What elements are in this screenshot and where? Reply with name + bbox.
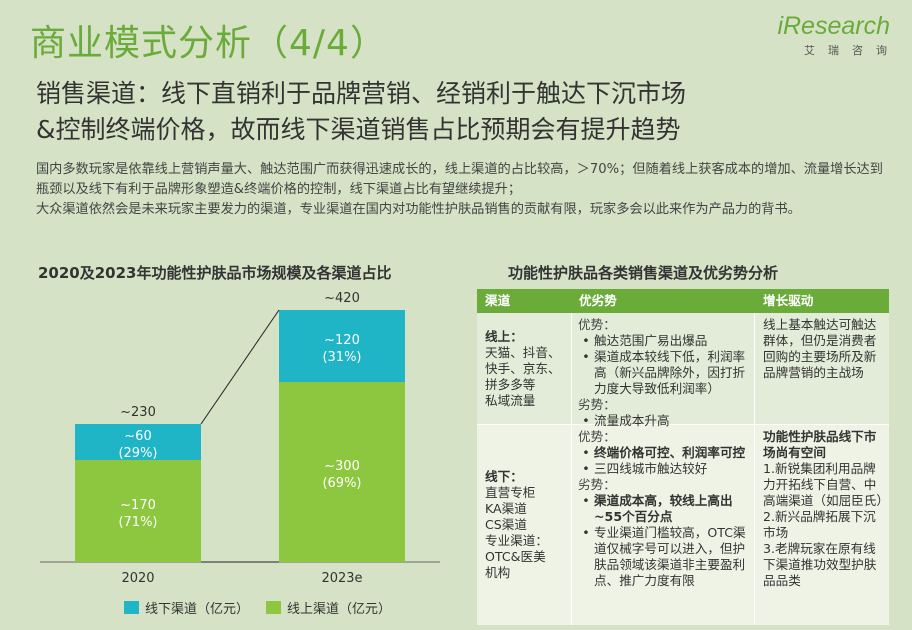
channel-detail: KA渠道 (485, 501, 527, 516)
list-item: • 渠道成本高，较线上高出~55个百分点 (578, 493, 750, 525)
channel-detail: 专业渠道： (485, 533, 548, 548)
bullet-text: 渠道成本高，较线上高出~55个百分点 (594, 493, 733, 524)
bullet-icon: • (582, 349, 590, 364)
bar-online-2023e (279, 382, 405, 562)
bullet-text: 三四线城市触达较好 (594, 461, 708, 476)
legend-label-offline: 线下渠道（亿元） (145, 602, 250, 617)
channel-detail: 私域流量 (485, 392, 536, 408)
channel-detail: 快手、京东、 (485, 360, 561, 376)
channel-cell-online: 线上： 天猫、抖音、 快手、京东、 拼多多等 私域流量 (477, 313, 571, 424)
driver-cell-online: 线上基本触达可触达群体，但仍是消费者回购的主要场所及新品牌营销的主战场 (763, 317, 877, 380)
data-label-offline-share: (29%) (118, 446, 157, 461)
channel-table: 渠道 优劣势 增长驱动 线上： 天猫、抖音、 快手、京东、 拼多多等 私域流量 … (477, 289, 889, 625)
legend-swatch-online (266, 601, 281, 614)
pros-cons-cell-online: 优势： • 触达范围广易出爆品 • 渠道成本较线下低，利润率高（新兴品牌除外，因打折… (571, 313, 755, 428)
bullet-text: 专业渠道门槛较高，OTC渠道仅械字号可以进入，但护肤品领域该渠道非主要盈利点、推… (594, 525, 746, 588)
list-item: • 流量成本升高 (578, 413, 750, 429)
channel-detail: 拼多多等 (485, 376, 536, 392)
driver-title: 功能性护肤品线下市场尚有空间 (763, 429, 877, 460)
disadvantage-label: 劣势： (578, 477, 616, 492)
bullet-icon: • (582, 525, 590, 540)
intro-paragraph-2: 大众渠道依然会是未来玩家主要发力的渠道，专业渠道在国内对功能性护肤品销售的贡献有… (36, 202, 801, 217)
headline: 销售渠道：线下直销利于品牌营销、经销利于触达下沉市场 &控制终端价格，故而线下渠… (36, 76, 896, 148)
advantage-label: 优势： (578, 429, 616, 444)
bar-offline-2023e (279, 310, 405, 382)
pros-cons-cell-offline: 优势： • 终端价格可控、利润率可控 • 三四线城市触达较好 劣势： • 渠道成本高，… (571, 425, 755, 625)
brand-logo-text: iResearch (777, 12, 890, 40)
list-item: • 专业渠道门槛较高，OTC渠道仅械字号可以进入，但护肤品领域该渠道非主要盈利点、… (578, 525, 750, 589)
data-label-offline-value: ~60 (124, 429, 151, 444)
legend-swatch-offline (124, 601, 139, 614)
brand-logo: iResearch 艾瑞咨询 (777, 12, 890, 59)
bullet-text: 终端价格可控、利润率可控 (594, 445, 746, 460)
channel-cell-offline: 线下： 直营专柜 KA渠道 CS渠道 专业渠道： OTC&医美 机构 (477, 425, 571, 625)
bullet-icon: • (582, 333, 590, 348)
page-title: 商业模式分析（4/4） (30, 23, 387, 64)
table-header-row: 渠道 优劣势 增长驱动 (477, 289, 889, 313)
total-label: ~230 (120, 405, 156, 420)
list-item: • 三四线城市触达较好 (578, 461, 750, 477)
list-item: • 终端价格可控、利润率可控 (578, 445, 750, 461)
brand-subtitle: 艾瑞咨询 (804, 45, 900, 57)
chart-title: 2020及2023年功能性护肤品市场规模及各渠道占比 (38, 264, 392, 282)
channel-detail: 直营专柜 (485, 485, 536, 500)
headline-line-2: &控制终端价格，故而线下渠道销售占比预期会有提升趋势 (36, 115, 681, 144)
bullet-icon: • (582, 493, 590, 508)
bar-online-2020 (75, 460, 201, 562)
bar-offline-2020 (75, 424, 201, 460)
table-row-offline: 线下： 直营专柜 KA渠道 CS渠道 专业渠道： OTC&医美 机构 优势： •… (477, 425, 889, 625)
data-label-online-value: ~300 (324, 459, 360, 474)
channel-detail: OTC&医美 (485, 549, 546, 564)
bullet-text: 流量成本升高 (594, 413, 670, 428)
data-label-offline-share: (31%) (322, 350, 361, 365)
driver-cell-offline: 功能性护肤品线下市场尚有空间 1.新锐集团利用品牌力开拓线下自营、中高端渠道（如… (755, 425, 889, 625)
data-label-online-share: (69%) (322, 476, 361, 491)
data-label-online-share: (71%) (118, 515, 157, 530)
legend-item-online: 线上渠道（亿元） (266, 598, 391, 617)
connector-line-top (200, 309, 280, 425)
table-row-online: 线上： 天猫、抖音、 快手、京东、 拼多多等 私域流量 优势： • 触达范围广易出… (477, 313, 889, 428)
legend-label-online: 线上渠道（亿元） (287, 602, 392, 617)
driver-item: 1.新锐集团利用品牌力开拓线下自营、中高端渠道（如屈臣氏） (763, 461, 889, 508)
channel-detail: CS渠道 (485, 517, 527, 532)
table-title: 功能性护肤品各类销售渠道及优劣势分析 (508, 264, 779, 282)
headline-line-1: 销售渠道：线下直销利于品牌营销、经销利于触达下沉市场 (36, 79, 687, 108)
bullet-icon: • (582, 413, 590, 428)
data-label-online-value: ~170 (120, 498, 156, 513)
bullet-icon: • (582, 461, 590, 476)
channel-name-online: 线上： (485, 328, 523, 344)
data-label-offline-value: ~120 (324, 333, 360, 348)
stacked-bar-chart: ~170 (71%) ~60 (29%) ~230 2020 ~300 (69%) ~120 (3… (40, 291, 440, 586)
channel-detail: 机构 (485, 565, 511, 580)
intro-text: 国内多数玩家是依靠线上营销声量大、触达范围广而获得迅速成长的，线上渠道的占比较高… (36, 160, 886, 220)
advantage-label: 优势： (578, 317, 616, 332)
bullet-text: 渠道成本较线下低，利润率高（新兴品牌除外，因打折力度大导致低利润率） (594, 349, 746, 396)
legend-item-offline: 线下渠道（亿元） (124, 598, 249, 617)
x-tick-label: 2023e (321, 571, 362, 586)
list-item: • 触达范围广易出爆品 (578, 333, 750, 349)
header-growth-driver: 增长驱动 (763, 293, 814, 308)
total-label: ~420 (324, 291, 360, 306)
list-item: • 渠道成本较线下低，利润率高（新兴品牌除外，因打折力度大导致低利润率） (578, 349, 750, 397)
bullet-icon: • (582, 445, 590, 460)
disadvantage-label: 劣势： (578, 397, 616, 412)
intro-paragraph-1: 国内多数玩家是依靠线上营销声量大、触达范围广而获得迅速成长的，线上渠道的占比较高… (36, 162, 883, 197)
x-tick-label: 2020 (121, 571, 154, 586)
driver-item: 3.老牌玩家在原有线下渠道推功效型护肤品品类 (763, 541, 877, 588)
header-pros-cons: 优劣势 (579, 293, 617, 308)
bullet-text: 触达范围广易出爆品 (594, 333, 708, 348)
driver-item: 2.新兴品牌拓展下沉市场 (763, 509, 876, 540)
channel-detail: 天猫、抖音、 (485, 344, 561, 360)
header-channel: 渠道 (485, 293, 511, 308)
channel-name-offline: 线下： (485, 469, 523, 484)
